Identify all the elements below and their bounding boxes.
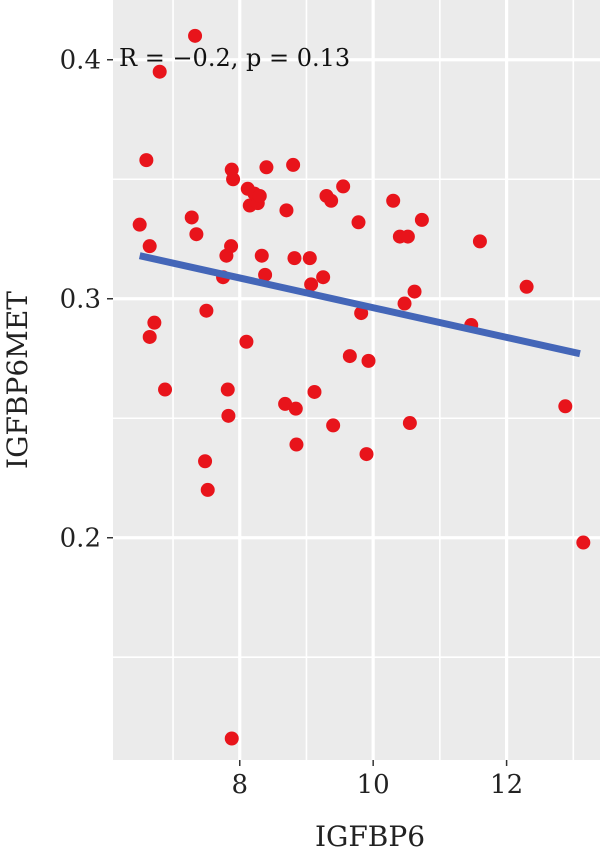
x-axis-title: IGFBP6 [315,820,425,853]
data-point [354,306,369,321]
data-point [188,28,203,43]
data-point [184,210,199,225]
data-point [397,296,412,311]
data-point [152,64,167,79]
data-point [302,251,317,266]
data-point [199,303,214,318]
data-point [386,193,401,208]
y-axis-title: IGFBP6MET [1,291,34,469]
data-point [259,160,274,175]
data-point [252,188,267,203]
data-point [278,396,293,411]
data-point [226,172,241,187]
y-axis-ticks: 0.2 0.3 0.4 [60,46,113,554]
data-point [519,279,534,294]
data-point [142,239,157,254]
x-tick-label: 10 [357,770,390,800]
regression-line-group [138,252,581,358]
data-point [342,349,357,364]
data-point [224,239,239,254]
x-tick-label: 12 [490,770,523,800]
data-point [147,315,162,330]
data-point [414,212,429,227]
data-point [304,277,319,292]
data-point [254,248,269,263]
data-point [221,408,236,423]
data-points [132,28,591,746]
data-point [220,382,235,397]
data-point [472,234,487,249]
data-point [307,384,322,399]
plot-panel [113,0,600,760]
regression-line [138,252,581,358]
data-point [289,437,304,452]
data-point [158,382,173,397]
data-point [224,731,239,746]
data-point [351,215,366,230]
y-tick-label: 0.4 [60,46,101,76]
data-point [288,401,303,416]
grid-lines [113,0,600,760]
data-point [198,454,213,469]
data-point [142,329,157,344]
x-axis-ticks: 8 10 12 [231,760,523,800]
data-point [336,179,351,194]
data-point [279,203,294,218]
data-point [316,270,331,285]
data-point [139,153,154,168]
y-tick-label: 0.3 [60,285,101,315]
data-point [258,267,273,282]
data-point [359,447,374,462]
data-point [200,482,215,497]
y-tick-label: 0.2 [60,524,101,554]
data-point [400,229,415,244]
x-tick-label: 8 [231,770,248,800]
data-point [189,227,204,242]
data-point [239,334,254,349]
data-point [326,418,341,433]
correlation-annotation: R = −0.2, p = 0.13 [119,44,350,72]
data-point [287,251,302,266]
data-point [576,535,591,550]
data-point [132,217,147,232]
data-point [324,193,339,208]
data-point [407,284,422,299]
data-point [286,157,301,172]
data-point [361,353,376,368]
data-point [558,399,573,414]
data-point [402,416,417,431]
